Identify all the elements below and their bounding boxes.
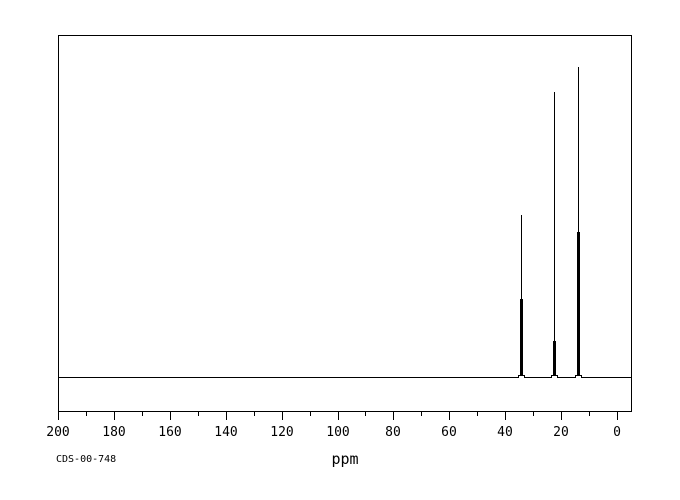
x-axis-minor-tick	[254, 411, 255, 416]
x-axis-tick-label: 40	[497, 425, 513, 440]
x-axis-tick-label: 20	[553, 425, 569, 440]
peak-base-bump	[551, 375, 558, 378]
x-axis-tick-label: 120	[270, 425, 294, 440]
x-axis-minor-tick	[310, 411, 311, 416]
x-axis-minor-tick	[365, 411, 366, 416]
plot-frame	[58, 35, 632, 412]
x-axis-major-tick	[449, 411, 450, 420]
x-axis-tick-label: 100	[326, 425, 350, 440]
x-axis-tick-label: 80	[385, 425, 401, 440]
catalog-id-label: CDS-00-748	[56, 454, 117, 465]
x-axis-major-tick	[226, 411, 227, 420]
peak-line	[554, 92, 555, 375]
x-axis-minor-tick	[86, 411, 87, 416]
x-axis-tick-label: 160	[158, 425, 182, 440]
x-axis-tick-label: 200	[46, 425, 70, 440]
x-axis-major-tick	[282, 411, 283, 420]
x-axis-major-tick	[393, 411, 394, 420]
x-axis-minor-tick	[477, 411, 478, 416]
x-axis-major-tick	[58, 411, 59, 420]
x-axis-minor-tick	[589, 411, 590, 416]
x-axis-minor-tick	[421, 411, 422, 416]
x-axis-minor-tick	[533, 411, 534, 416]
peak-line-base	[553, 341, 556, 375]
peak-line-base	[577, 232, 580, 375]
x-axis-major-tick	[561, 411, 562, 420]
x-axis-major-tick	[505, 411, 506, 420]
x-axis-tick-label: 60	[441, 425, 457, 440]
x-axis-major-tick	[617, 411, 618, 420]
peak-line	[578, 67, 579, 375]
x-axis-minor-tick	[198, 411, 199, 416]
x-axis-major-tick	[338, 411, 339, 420]
x-axis-major-tick	[170, 411, 171, 420]
x-axis-major-tick	[114, 411, 115, 420]
peak-line	[521, 215, 522, 375]
spectrum-baseline	[58, 377, 632, 378]
peak-base-bump	[518, 375, 525, 378]
x-axis-minor-tick	[142, 411, 143, 416]
x-axis-tick-label: 180	[102, 425, 126, 440]
x-axis-tick-label: 140	[214, 425, 238, 440]
peak-base-bump	[575, 375, 582, 378]
x-axis-tick-label: 0	[613, 425, 621, 440]
peak-line-base	[520, 299, 523, 375]
x-axis-label: ppm	[331, 450, 359, 468]
